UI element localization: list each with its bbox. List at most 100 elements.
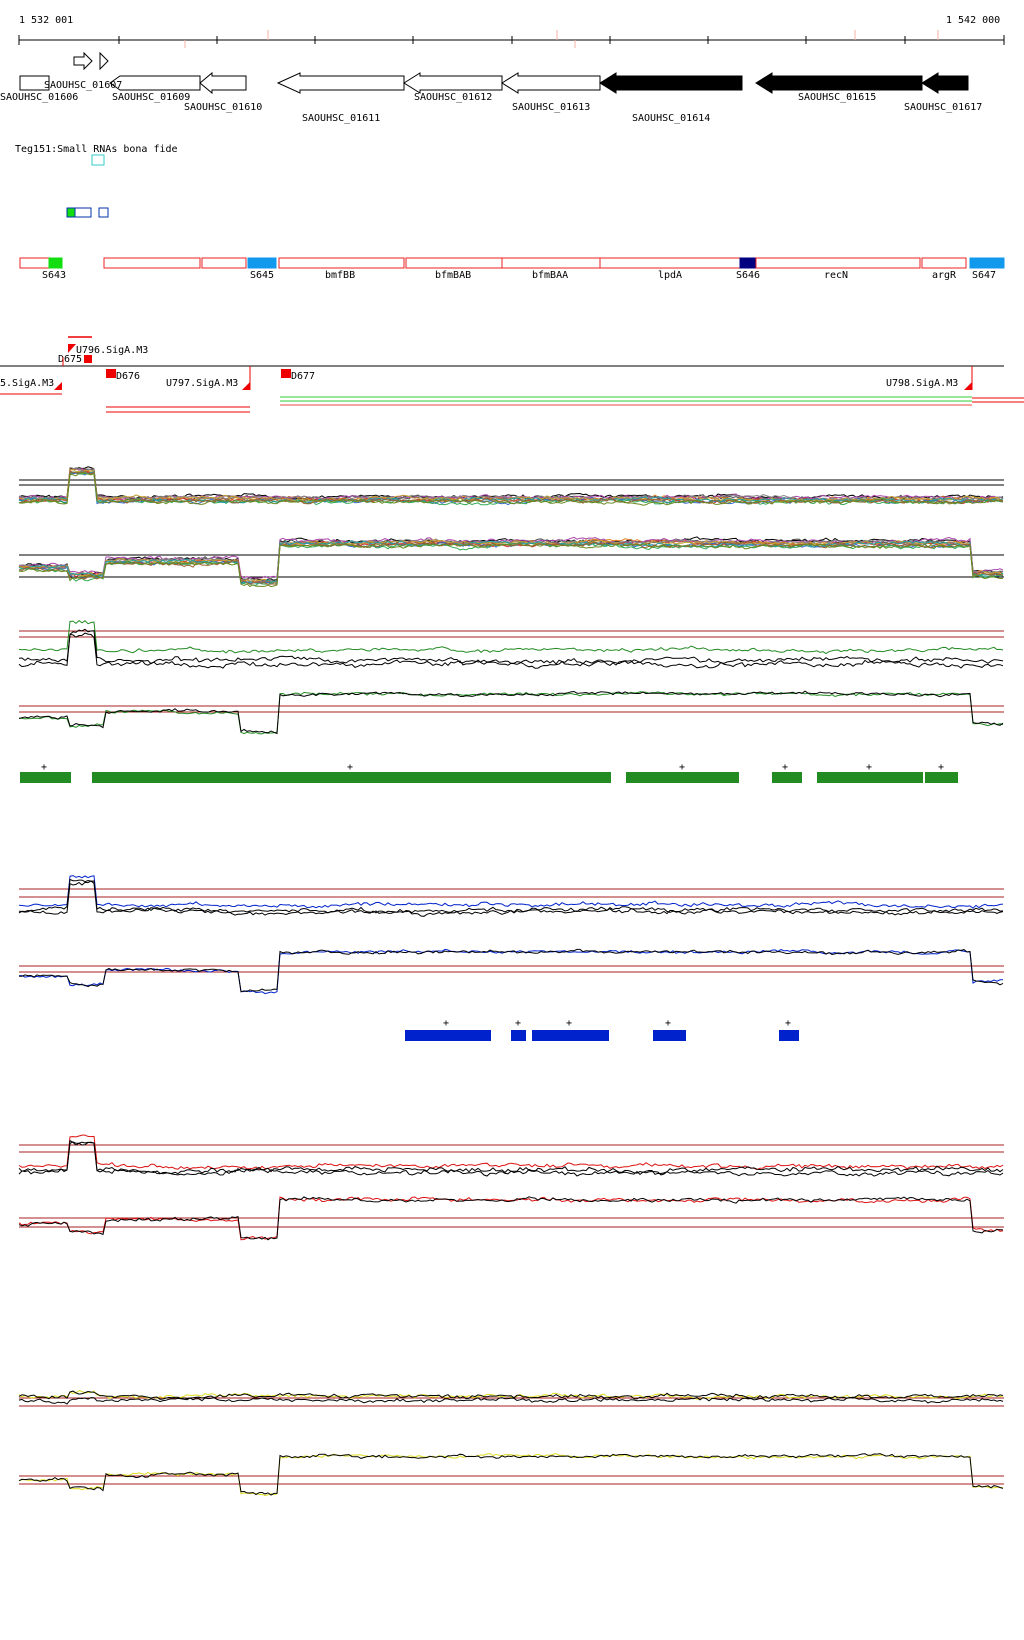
gene-arrow-saouhsc-01609[interactable] <box>109 75 201 91</box>
green-condition-traces <box>18 619 1004 735</box>
segment-label-s646: S646 <box>736 270 760 281</box>
green-region-5[interactable] <box>817 772 923 783</box>
terminator-d677[interactable] <box>281 369 291 378</box>
multi-trace-bottom-7 <box>18 538 1004 584</box>
yellow-trace-top-1 <box>18 1390 1004 1400</box>
terminator-label-d675: D675 <box>58 354 82 365</box>
blue-region-5[interactable] <box>779 1030 799 1041</box>
yellow-trace-top-2 <box>18 1390 1004 1400</box>
green-region-strand-4: + <box>782 762 788 773</box>
expression-panel-yellow <box>18 1390 1004 1497</box>
gene-arrow-saouhsc-01606[interactable] <box>19 75 50 91</box>
blue-region-4[interactable] <box>653 1030 686 1041</box>
yellow-condition-traces <box>18 1390 1004 1497</box>
blue-condition-traces <box>18 875 1004 995</box>
segment-label-bmfbb: bmfBB <box>325 270 355 281</box>
gene-label-saouhsc-01613: SAOUHSC_01613 <box>512 102 590 113</box>
segment-label-recn: recN <box>824 270 848 281</box>
blue-trace-bottom-1 <box>19 948 1003 995</box>
position-ruler: 1 532 001 1 542 000 <box>18 15 1005 48</box>
red-trace-top-2 <box>18 1139 1004 1175</box>
multi-condition-traces <box>18 466 1004 588</box>
blue-region-strand-5: + <box>785 1018 791 1029</box>
segment-label-argr: argR <box>932 270 957 281</box>
small-rna-feature[interactable] <box>91 154 105 166</box>
gene-arrow-saouhsc-01617[interactable] <box>921 72 969 94</box>
segment-box-1[interactable] <box>19 257 50 269</box>
green-region-strand-6: + <box>938 762 944 773</box>
blue-region-strand-3: + <box>566 1018 572 1029</box>
blue-trace-top-1 <box>18 875 1004 909</box>
blue-region-3[interactable] <box>532 1030 609 1041</box>
green-region-3[interactable] <box>626 772 739 783</box>
gene-label-saouhsc-01612: SAOUHSC_01612 <box>414 92 492 103</box>
segment-box-recn[interactable] <box>755 257 921 269</box>
gene-arrow-saouhsc-01610[interactable] <box>199 71 247 95</box>
green-region-track: + + + + + + <box>20 762 958 783</box>
segment-box-s645[interactable] <box>247 257 277 269</box>
terminator-d676[interactable] <box>106 369 116 378</box>
green-trace-bottom-2 <box>18 690 1004 735</box>
segment-box-3[interactable] <box>201 257 247 269</box>
ruler-start-label: 1 532 001 <box>19 15 73 26</box>
yellow-trace-bottom-1 <box>18 1452 1004 1497</box>
blue-region-2[interactable] <box>511 1030 526 1041</box>
expression-panel-green <box>18 619 1004 735</box>
segment-label-s647: S647 <box>972 270 996 281</box>
blue-region-1[interactable] <box>405 1030 491 1041</box>
expression-panel-blue <box>18 875 1004 995</box>
blue-region-strand-4: + <box>665 1018 671 1029</box>
gene-arrow-saouhsc-01613[interactable] <box>501 72 601 94</box>
segment-box-lpda[interactable] <box>599 257 741 269</box>
gene-arrow-saouhsc-01615[interactable] <box>755 72 923 94</box>
green-trace-top-1 <box>18 619 1004 655</box>
segment-label-lpda: lpdA <box>658 270 682 281</box>
red-trace-top-3 <box>18 1141 1004 1177</box>
green-region-2[interactable] <box>92 772 611 783</box>
promoter-u797[interactable] <box>242 382 250 390</box>
green-region-4[interactable] <box>772 772 802 783</box>
gene-arrow-saouhsc-01607b[interactable] <box>99 51 109 71</box>
promoter-label-u797: U797.SigA.M3 <box>166 378 238 389</box>
small-rna-box-b[interactable] <box>98 207 109 218</box>
gene-arrow-saouhsc-01614[interactable] <box>599 72 743 94</box>
multi-trace-bottom-10 <box>18 541 1004 585</box>
multi-trace-top-0 <box>18 466 1003 501</box>
expression-panel-multi <box>18 466 1004 588</box>
segment-label-bfmbab: bfmBAB <box>435 270 471 281</box>
gene-arrow-saouhsc-01612[interactable] <box>403 72 503 94</box>
promoter-label-5: 5.SigA.M3 <box>0 378 54 389</box>
green-trace-top-2 <box>18 628 1004 665</box>
small-rna-box-a[interactable] <box>74 207 92 218</box>
red-condition-traces <box>18 1134 1004 1241</box>
promoter-u798[interactable] <box>964 382 972 390</box>
blue-region-strand-2: + <box>515 1018 521 1029</box>
segment-box-argr[interactable] <box>921 257 967 269</box>
terminator-label-d676: D676 <box>116 371 140 382</box>
segment-label-s643: S643 <box>42 270 66 281</box>
small-rna-track-label: Teg151:Small RNAs bona fide <box>15 144 178 155</box>
gene-arrow-saouhsc-01607[interactable] <box>73 51 93 71</box>
segment-box-s646[interactable] <box>739 257 757 269</box>
small-rna-green-feature[interactable] <box>66 207 76 218</box>
segment-box-s643[interactable] <box>48 257 63 269</box>
green-region-1[interactable] <box>20 772 71 783</box>
green-region-6[interactable] <box>925 772 958 783</box>
terminator-d675[interactable] <box>84 355 92 363</box>
gene-label-saouhsc-01611: SAOUHSC_01611 <box>302 113 380 124</box>
green-trace-top-3 <box>18 632 1004 669</box>
segment-box-bfmbaa[interactable] <box>501 257 601 269</box>
promoter-label-u796: U796.SigA.M3 <box>76 345 148 356</box>
segment-box-bmfbb[interactable] <box>278 257 405 269</box>
promoter-5[interactable] <box>54 382 62 390</box>
gene-arrow-saouhsc-01611[interactable] <box>276 72 405 94</box>
segment-box-s647[interactable] <box>969 257 1005 269</box>
segment-box-bfmbab[interactable] <box>405 257 503 269</box>
blue-trace-bottom-2 <box>18 948 1004 993</box>
promoter-u796[interactable] <box>68 344 76 353</box>
green-trace-bottom-1 <box>18 691 1004 735</box>
blue-trace-top-3 <box>18 880 1004 917</box>
red-trace-top-1 <box>18 1134 1004 1171</box>
blue-region-track: + + + + + <box>405 1018 799 1041</box>
segment-box-2[interactable] <box>103 257 201 269</box>
